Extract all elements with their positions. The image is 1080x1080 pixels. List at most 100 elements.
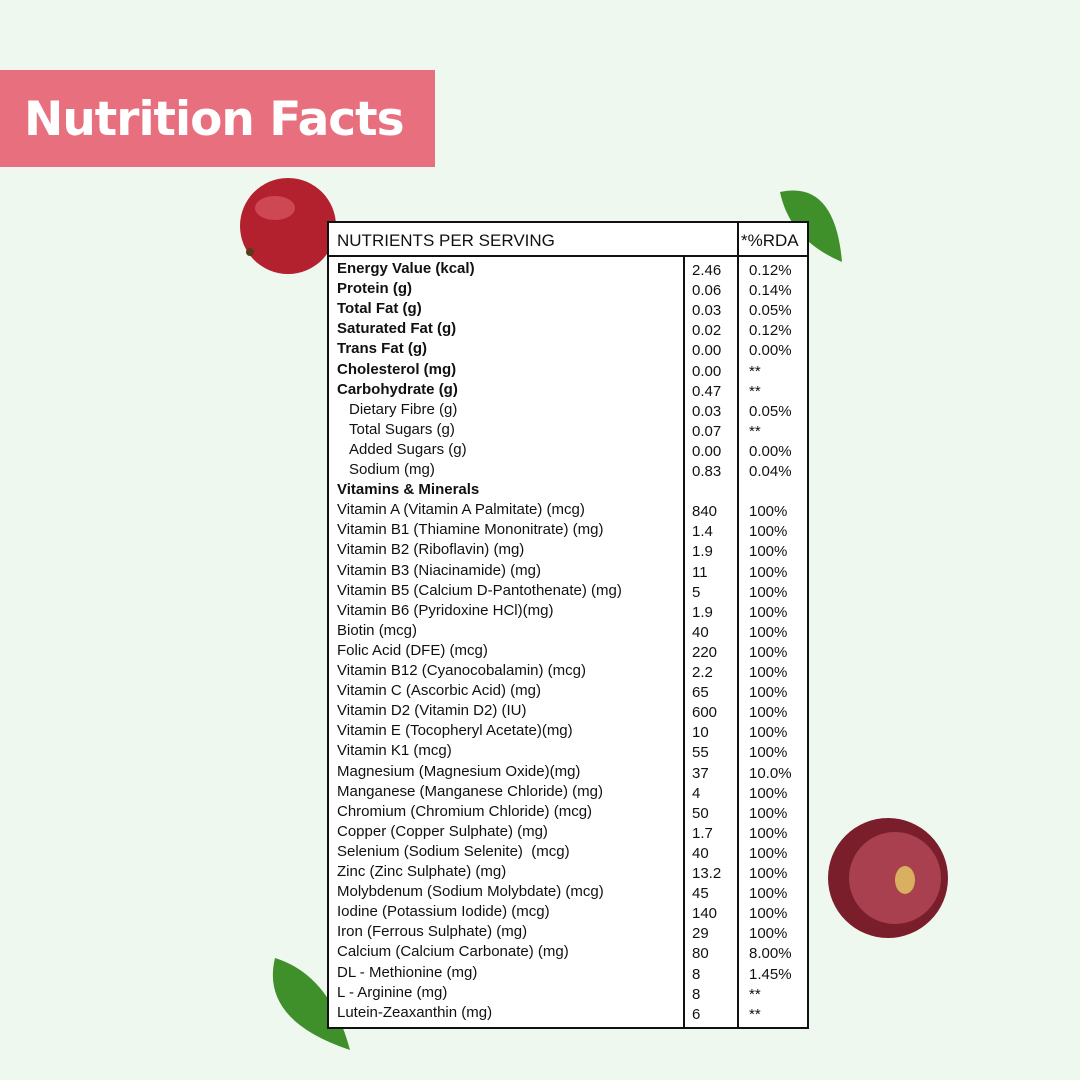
rda-value: 100% [749, 523, 788, 541]
rda-value: 100% [749, 543, 788, 561]
nutrient-value: 0.06 [692, 282, 722, 300]
rda-value: 100% [749, 784, 788, 802]
rda-value: 100% [749, 603, 788, 621]
nutrient-name: Magnesium (Magnesium Oxide)(mg) [337, 762, 581, 780]
nutrient-value: 50 [692, 804, 709, 822]
rda-value: 100% [749, 844, 788, 862]
rda-value: 1.45% [749, 965, 792, 983]
nutrient-name: Selenium (Sodium Selenite) (mcg) [337, 842, 570, 860]
nutrient-value: 37 [692, 764, 709, 782]
nutrient-value: 840 [692, 503, 718, 521]
rda-value: 100% [749, 563, 788, 581]
rda-value: 0.05% [749, 402, 792, 420]
nutrient-name: Trans Fat (g) [337, 340, 428, 358]
grape-stem [246, 248, 254, 256]
nutrient-name: Vitamin C (Ascorbic Acid) (mg) [337, 682, 541, 700]
grape [240, 178, 336, 274]
nutrient-value: 220 [692, 643, 718, 661]
nutrient-name: Molybdenum (Sodium Molybdate) (mcg) [337, 883, 604, 901]
nutrient-name: Vitamin B1 (Thiamine Mononitrate) (mg) [337, 521, 604, 539]
nutrient-value: 45 [692, 885, 709, 903]
nutrient-name: Iron (Ferrous Sulphate) (mg) [337, 923, 528, 941]
rda-value: 100% [749, 664, 788, 681]
nutrient-name: Saturated Fat (g) [337, 320, 457, 338]
nutrient-value: 40 [692, 623, 709, 641]
rda-value: 8.00% [749, 945, 792, 963]
column-header: *%RDA [741, 231, 799, 250]
nutrient-name: Vitamin B2 (Riboflavin) (mg) [337, 541, 525, 559]
column-divider [683, 257, 685, 1027]
nutrient-value: 0.47 [692, 382, 722, 400]
nutrient-value: 29 [692, 925, 709, 943]
nutrient-value: 11 [692, 563, 708, 581]
rda-value: 100% [749, 744, 788, 762]
nutrient-name: DL - Methionine (mg) [337, 963, 478, 981]
nutrient-name: Chromium (Chromium Chloride) (mcg) [337, 802, 593, 820]
rda-value: 100% [749, 503, 788, 521]
rda-value: 0.12% [749, 322, 792, 340]
nutrient-value: 40 [692, 844, 709, 862]
nutrient-name: Vitamin B12 (Cyanocobalamin) (mcg) [337, 662, 586, 679]
nutrient-name: Copper (Copper Sulphate) (mg) [337, 822, 548, 840]
rda-value: 100% [749, 905, 788, 923]
rda-value: ** [749, 422, 761, 440]
nutrient-value: 8 [692, 965, 701, 983]
header-divider [329, 255, 737, 257]
rda-value: ** [749, 362, 761, 380]
nutrient-value: 80 [692, 945, 709, 963]
nutrient-value: 55 [692, 744, 709, 762]
rda-value: 100% [749, 824, 788, 842]
nutrient-name: Added Sugars (g) [349, 440, 467, 458]
nutrient-value: 0.03 [692, 302, 722, 320]
nutrient-value: 140 [692, 905, 718, 923]
rda-value: 100% [749, 865, 788, 882]
title: Nutrition Facts [24, 92, 405, 147]
nutrient-value: 1.9 [692, 543, 713, 561]
nutrient-name: Total Sugars (g) [349, 420, 455, 438]
nutrient-name: Folic Acid (DFE) (mcg) [337, 641, 488, 659]
nutrient-value: 0.02 [692, 322, 722, 340]
rda-value: 0.00% [749, 342, 792, 360]
nutrient-value: 0.00 [692, 362, 722, 380]
rda-value: 0.12% [749, 262, 792, 279]
nutrient-name: Vitamin B6 (Pyridoxine HCl)(mg) [337, 601, 554, 619]
nutrient-value: 0.00 [692, 442, 722, 460]
nutrient-name: L - Arginine (mg) [337, 983, 448, 1001]
nutrient-value: 6 [692, 1005, 701, 1023]
nutrient-name: Biotin (mcg) [337, 621, 418, 639]
nutrient-name: Vitamin D2 (Vitamin D2) (IU) [337, 702, 527, 720]
nutrient-value: 0.07 [692, 422, 722, 440]
rda-value: 0.14% [749, 282, 792, 300]
rda-value: 100% [749, 804, 788, 822]
nutrient-value: 13.2 [692, 865, 722, 882]
nutrient-value: 65 [692, 684, 709, 702]
rda-value: 100% [749, 885, 788, 903]
nutrient-name: Vitamins & Minerals [337, 481, 480, 499]
rda-value: 100% [749, 583, 788, 601]
rda-value: 100% [749, 925, 788, 943]
nutrient-name: Vitamin K1 (mcg) [337, 742, 452, 760]
rda-value: 0.04% [749, 463, 792, 480]
nutrient-name: Carbohydrate (g) [337, 380, 458, 398]
nutrient-name: Dietary Fibre (g) [349, 400, 458, 418]
rda-value: 10.0% [749, 764, 792, 782]
nutrient-name: Manganese (Manganese Chloride) (mg) [337, 782, 603, 800]
nutrient-name: Vitamin A (Vitamin A Palmitate) (mcg) [337, 501, 585, 519]
nutrient-value: 2.2 [692, 664, 713, 681]
nutrient-value: 8 [692, 985, 701, 1003]
nutrient-value: 1.4 [692, 523, 713, 541]
nutrient-name: Lutein-Zeaxanthin (mg) [337, 1003, 493, 1021]
nutrient-name: Calcium (Calcium Carbonate) (mg) [337, 943, 569, 961]
nutrient-name: Energy Value (kcal) [337, 260, 475, 277]
rda-value: 100% [749, 623, 788, 641]
nutrient-name: Sodium (mg) [349, 461, 435, 478]
nutrient-value: 600 [692, 704, 718, 722]
nutrient-name: Protein (g) [337, 280, 412, 298]
nutrient-value: 2.46 [692, 262, 722, 279]
nutrient-value: 1.7 [692, 824, 713, 842]
nutrient-value: 5 [692, 583, 701, 601]
nutrition-table: NUTRIENTS PER SERVING *%RDA Energy Value… [327, 221, 809, 1029]
column-divider [737, 223, 739, 1027]
